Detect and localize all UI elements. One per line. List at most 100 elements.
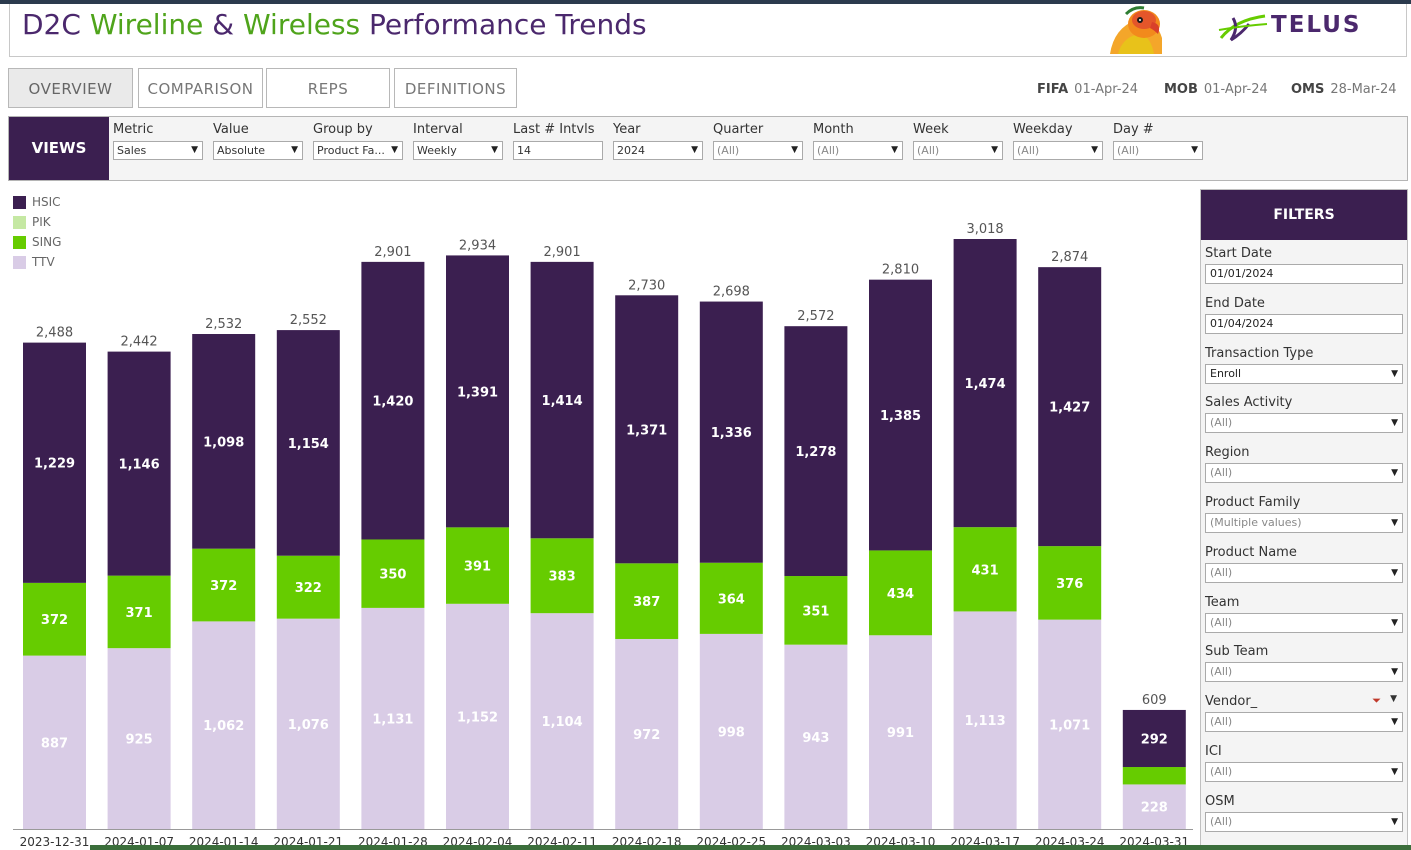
filter-team: Team (All) ▼ (1205, 595, 1403, 633)
bar-value-label: 1,131 (372, 712, 413, 727)
filter-label: Product Family (1205, 495, 1301, 510)
product-name-dropdown[interactable]: (All) ▼ (1205, 562, 1403, 583)
control-label: Last # Intvls (513, 122, 595, 137)
chevron-down-icon[interactable]: ▼ (1091, 145, 1098, 155)
legend-label: TTV (32, 255, 55, 269)
sales-activity-dropdown[interactable]: (All) ▼ (1205, 413, 1403, 434)
bar-segment-sing (1122, 767, 1186, 785)
last-intvls-input[interactable]: 14 (513, 141, 603, 160)
bar-value-label: 383 (549, 570, 576, 585)
bar-segment-ttv (953, 611, 1017, 829)
clear-filter-icon[interactable]: ⏷ (1372, 694, 1381, 708)
bar-value-label: 364 (718, 592, 745, 607)
team-dropdown[interactable]: (All) ▼ (1205, 612, 1403, 633)
bar-value-label: 925 (126, 733, 153, 748)
year-dropdown[interactable]: 2024 ▼ (613, 141, 703, 160)
chevron-down-icon[interactable]: ▼ (891, 145, 898, 155)
tab-overview[interactable]: OVERVIEW (8, 68, 133, 108)
chevron-down-icon[interactable]: ▼ (1191, 145, 1198, 155)
weekday-dropdown[interactable]: (All) ▼ (1013, 141, 1103, 160)
control-label: Interval (413, 122, 463, 137)
osm-dropdown[interactable]: (All) ▼ (1205, 811, 1403, 832)
week-dropdown[interactable]: (All) ▼ (913, 141, 1003, 160)
control-value: Sales (117, 144, 147, 157)
bar-segment-hsic (784, 326, 848, 577)
chevron-down-icon[interactable]: ▼ (291, 145, 298, 155)
views-bar: VIEWS Metric Sales ▼ Value Absolute ▼ Group by… (8, 116, 1408, 181)
legend-item: PIK (13, 212, 61, 232)
bar-value-label: 1,098 (203, 435, 244, 450)
chevron-down-icon[interactable]: ▼ (1391, 816, 1398, 827)
transaction-type-dropdown[interactable]: Enroll ▼ (1205, 363, 1403, 384)
month-dropdown[interactable]: (All) ▼ (813, 141, 903, 160)
bar-segment-ttv (1122, 784, 1186, 829)
group-by-dropdown[interactable]: Product Fa... ▼ (313, 141, 403, 160)
control-label: Metric (113, 122, 154, 137)
chevron-down-icon[interactable]: ▼ (1391, 518, 1398, 528)
chevron-down-icon[interactable]: ▼ (1391, 767, 1398, 777)
chevron-down-icon[interactable]: ▼ (1391, 567, 1398, 578)
chevron-down-icon[interactable]: ▼ (1391, 617, 1398, 628)
chevron-down-icon[interactable]: ▼ (1391, 667, 1398, 678)
chevron-down-icon[interactable]: ▼ (1391, 418, 1398, 429)
parrot-mascot-icon (1110, 6, 1162, 54)
metric-dropdown[interactable]: Sales ▼ (113, 141, 203, 160)
top-accent-bar (0, 0, 1411, 4)
legend-item: HSIC (13, 192, 61, 212)
interval-dropdown[interactable]: Weekly ▼ (413, 141, 503, 160)
tab-definitions[interactable]: DEFINITIONS (394, 68, 517, 108)
chevron-down-icon[interactable]: ▼ (791, 145, 798, 155)
filter-label: Team (1205, 594, 1240, 610)
chart-area: HSIC PIK SING TTV 887 372 1,229 2,488 2023-12-3… (8, 182, 1198, 850)
legend-swatch (13, 255, 26, 269)
chevron-down-icon[interactable]: ▼ (991, 145, 998, 155)
sub-team-dropdown[interactable]: (All) ▼ (1205, 662, 1403, 683)
ici-dropdown[interactable]: (All) ▼ (1205, 762, 1403, 782)
region-dropdown[interactable]: (All) ▼ (1205, 463, 1403, 484)
chevron-down-icon[interactable]: ▼ (491, 145, 498, 155)
title-part-1: D2C (22, 8, 90, 41)
data-date-key: FIFA (1037, 82, 1069, 97)
filter-label: OSM (1205, 793, 1235, 809)
bar-value-label: 434 (887, 587, 914, 602)
vendor-dropdown[interactable]: (All) ▼ (1205, 712, 1403, 733)
control-label: Day # (1113, 122, 1154, 137)
bar-segment-hsic (446, 255, 509, 528)
tab-reps[interactable]: REPS (266, 68, 390, 108)
bar-segment-sing (953, 527, 1017, 612)
filter-menu-icon[interactable]: ▼ (1390, 694, 1397, 705)
bar-segment-ttv (869, 635, 932, 829)
filter-value: (All) (1210, 615, 1233, 629)
chevron-down-icon[interactable]: ▼ (1391, 468, 1398, 479)
control-label: Week (913, 122, 949, 137)
chevron-down-icon[interactable]: ▼ (1391, 717, 1398, 728)
data-date-key: MOB (1164, 82, 1198, 97)
product-family-dropdown[interactable]: (Multiple values) ▼ (1205, 513, 1403, 533)
bar-value-label: 387 (633, 595, 660, 610)
horizontal-scrollbar[interactable] (90, 845, 1411, 850)
bar-segment-hsic (615, 295, 679, 564)
end-date-input[interactable]: 01/04/2024 (1205, 313, 1403, 334)
bar-segment-sing (192, 548, 256, 622)
value-dropdown[interactable]: Absolute ▼ (213, 141, 303, 160)
quarter-dropdown[interactable]: (All) ▼ (713, 141, 803, 160)
control-value: (All) (1017, 144, 1040, 157)
bar-segment-sing (1038, 546, 1102, 620)
filter-label: ICI (1205, 744, 1222, 759)
chevron-down-icon[interactable]: ▼ (1391, 368, 1398, 379)
chevron-down-icon[interactable]: ▼ (691, 145, 698, 155)
bar-segment-sing (615, 563, 679, 639)
chevron-down-icon[interactable]: ▼ (391, 145, 398, 155)
chevron-down-icon[interactable]: ▼ (191, 145, 198, 155)
tab-comparison[interactable]: COMPARISON (138, 68, 263, 108)
filter-label: End Date (1205, 295, 1265, 311)
bar-value-label: 972 (633, 728, 660, 743)
bar-segment-sing (869, 550, 932, 636)
filter-value: (All) (1210, 416, 1233, 430)
day-dropdown[interactable]: (All) ▼ (1113, 141, 1203, 160)
filters-title: FILTERS (1201, 190, 1407, 240)
bar-value-label: 1,229 (34, 457, 75, 472)
bar-value-label: 1,474 (965, 377, 1006, 392)
start-date-input[interactable]: 01/01/2024 (1205, 264, 1403, 284)
filter-value: (All) (1210, 715, 1233, 729)
